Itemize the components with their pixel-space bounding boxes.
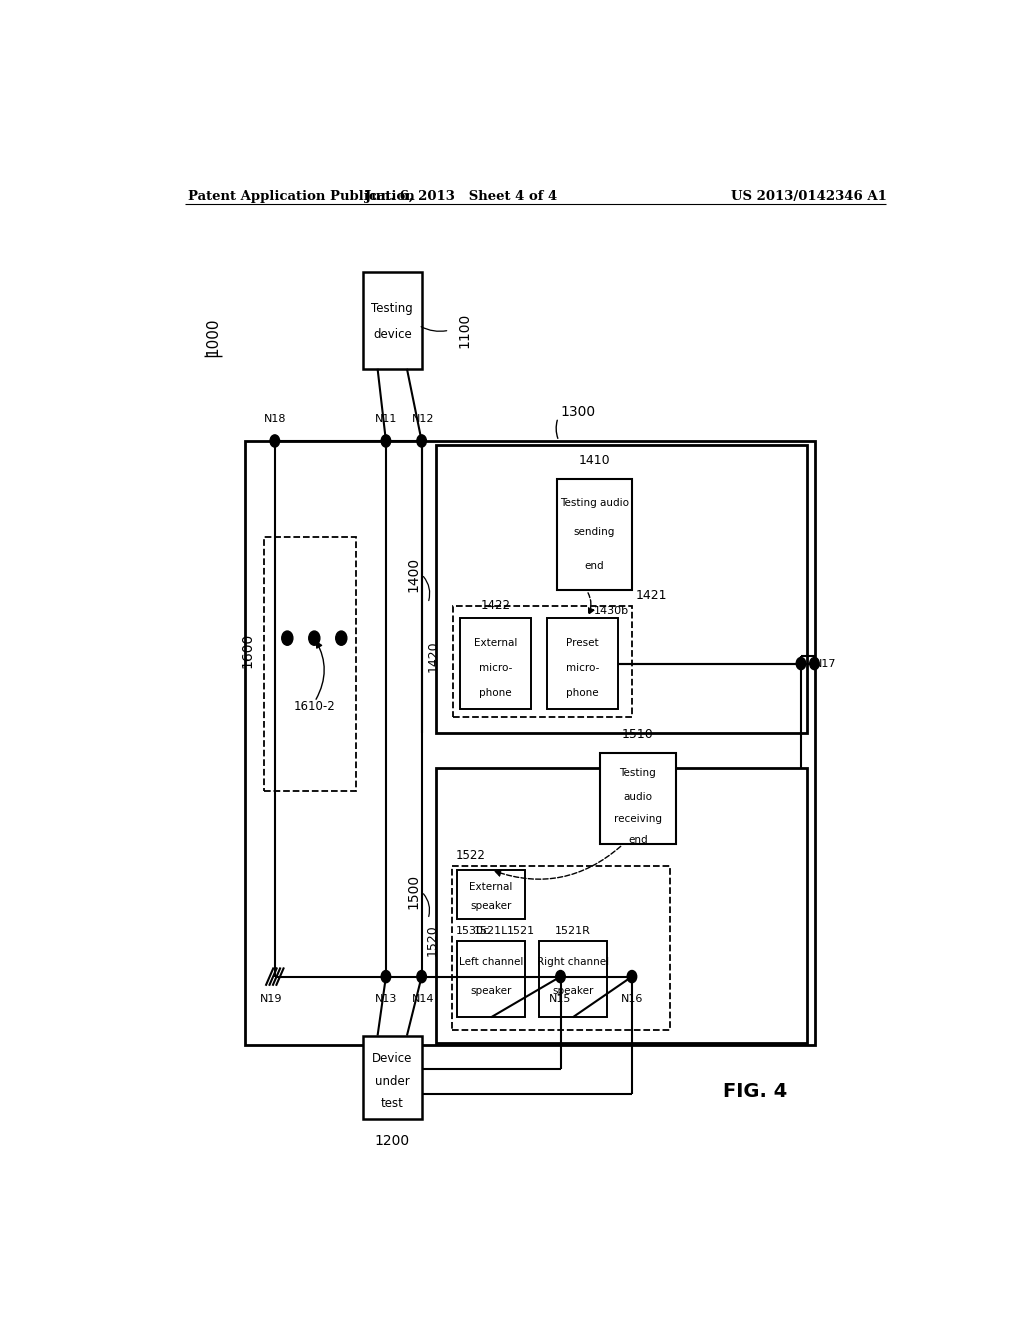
Text: N19: N19 [260, 994, 282, 1005]
Circle shape [810, 657, 819, 669]
Text: 1520: 1520 [425, 924, 438, 956]
Text: 1422: 1422 [480, 599, 510, 612]
Bar [539, 941, 606, 1018]
Text: receiving: receiving [613, 814, 662, 824]
Text: 1500: 1500 [407, 874, 421, 909]
Circle shape [627, 970, 637, 982]
Text: 1000: 1000 [206, 317, 220, 355]
Circle shape [282, 631, 293, 645]
Text: end: end [585, 561, 604, 570]
Text: 1521: 1521 [507, 925, 536, 936]
Bar [362, 272, 422, 368]
Text: Testing audio: Testing audio [560, 498, 629, 508]
Text: micro-: micro- [566, 663, 599, 673]
Text: N12: N12 [412, 413, 434, 424]
Text: test: test [381, 1097, 403, 1110]
Text: Testing: Testing [620, 768, 656, 777]
Bar [362, 1036, 422, 1119]
Text: Testing: Testing [372, 302, 413, 315]
Text: 1200: 1200 [375, 1134, 410, 1148]
Text: sending: sending [573, 527, 615, 537]
Text: External: External [469, 882, 513, 892]
Bar [458, 941, 524, 1018]
Text: 1410: 1410 [579, 454, 610, 467]
Text: N18: N18 [263, 413, 286, 424]
Text: 1400: 1400 [407, 557, 421, 593]
Text: External: External [474, 639, 517, 648]
Text: audio: audio [624, 792, 652, 803]
Bar [436, 445, 807, 733]
Text: 1300: 1300 [560, 405, 596, 420]
Text: 1521L: 1521L [474, 925, 508, 936]
Text: N13: N13 [375, 994, 397, 1005]
Text: phone: phone [479, 688, 512, 698]
Text: 1420: 1420 [427, 640, 440, 672]
Text: micro-: micro- [479, 663, 512, 673]
Text: Left channel: Left channel [459, 957, 523, 968]
Text: 1600: 1600 [240, 634, 254, 668]
Text: phone: phone [566, 688, 599, 698]
Bar [458, 870, 524, 919]
Text: N17: N17 [813, 659, 836, 668]
Text: 1530c: 1530c [456, 925, 489, 936]
Bar [557, 479, 632, 590]
Circle shape [336, 631, 347, 645]
Bar [264, 536, 355, 791]
Text: N14: N14 [412, 994, 434, 1005]
Text: 1510: 1510 [622, 729, 653, 742]
Text: N16: N16 [621, 994, 643, 1005]
Text: under: under [375, 1074, 410, 1088]
Text: US 2013/0142346 A1: US 2013/0142346 A1 [731, 190, 887, 202]
Bar [452, 866, 670, 1031]
Text: Preset: Preset [566, 639, 599, 648]
Text: Right channel: Right channel [537, 957, 609, 968]
Text: 1100: 1100 [458, 313, 471, 347]
Bar [246, 441, 815, 1044]
Text: Jun. 6, 2013   Sheet 4 of 4: Jun. 6, 2013 Sheet 4 of 4 [366, 190, 557, 202]
Circle shape [556, 970, 565, 982]
Circle shape [417, 434, 426, 447]
Text: FIG. 4: FIG. 4 [723, 1082, 787, 1101]
Text: speaker: speaker [470, 902, 512, 912]
Circle shape [381, 434, 391, 447]
Text: 1430b: 1430b [594, 606, 630, 615]
Bar [436, 768, 807, 1043]
Text: N15: N15 [549, 994, 571, 1005]
Text: 1522: 1522 [456, 849, 485, 862]
Text: device: device [373, 329, 412, 342]
Text: speaker: speaker [470, 986, 512, 995]
Bar [460, 618, 531, 709]
Text: Patent Application Publication: Patent Application Publication [187, 190, 415, 202]
Text: speaker: speaker [552, 986, 594, 995]
Circle shape [797, 657, 806, 669]
Circle shape [309, 631, 319, 645]
Bar [547, 618, 618, 709]
Text: N11: N11 [375, 413, 397, 424]
Circle shape [381, 970, 391, 982]
Text: 1421: 1421 [636, 589, 668, 602]
Text: end: end [628, 834, 648, 845]
Text: 1521R: 1521R [555, 925, 591, 936]
Bar [600, 752, 676, 845]
Bar [454, 606, 632, 718]
Text: 1610-2: 1610-2 [294, 700, 336, 713]
Text: Device: Device [372, 1052, 413, 1065]
Circle shape [417, 970, 426, 982]
Circle shape [270, 434, 280, 447]
